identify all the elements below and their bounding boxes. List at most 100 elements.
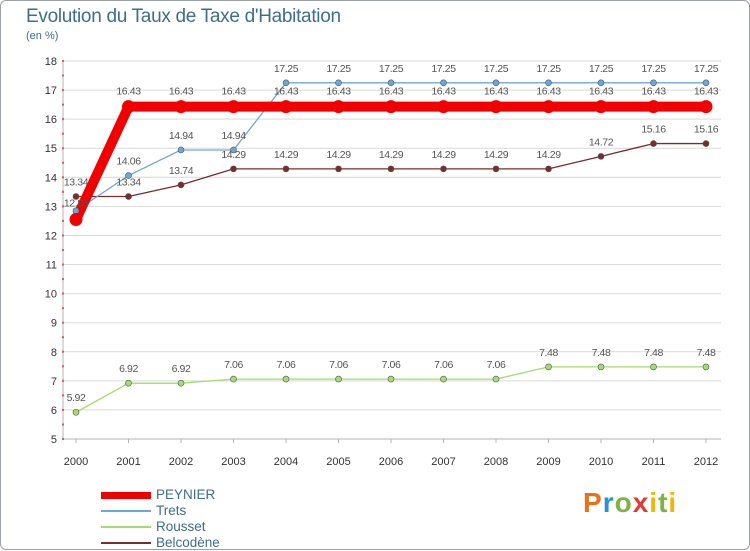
data-label: 6.92 — [172, 363, 191, 375]
data-label: 7.06 — [434, 359, 453, 371]
data-point — [177, 379, 185, 387]
legend-label: Rousset — [156, 519, 206, 534]
data-label: 17.25 — [641, 63, 666, 75]
data-label: 17.25 — [326, 63, 351, 75]
data-point — [282, 165, 290, 173]
data-point — [647, 100, 660, 114]
data-label: 16.43 — [536, 86, 561, 98]
y-axis-tick — [62, 74, 64, 77]
data-label: 7.06 — [382, 359, 401, 371]
data-label: 7.06 — [224, 359, 243, 371]
data-label: 14.29 — [274, 149, 299, 161]
grid-lines — [63, 60, 721, 440]
data-label: 13.74 — [169, 165, 194, 177]
data-point — [440, 375, 447, 383]
x-tick-label: 2012 — [694, 456, 718, 468]
data-label: 7.48 — [697, 347, 716, 359]
data-point — [489, 100, 503, 114]
data-label: 13.34 — [116, 176, 141, 188]
data-label: 17.25 — [431, 63, 456, 75]
series-line-rousset — [75, 366, 706, 413]
x-tick-label: 2006 — [379, 456, 403, 468]
data-point — [492, 375, 500, 383]
data-point — [650, 79, 657, 87]
x-tick-label: 2009 — [536, 456, 560, 468]
y-tick-label: 15 — [45, 143, 57, 155]
y-axis-tick — [62, 278, 64, 281]
x-tick-labels: 2000 2001 2002 2003 2004 2005 2006 2007 2008 2009… — [64, 456, 718, 468]
data-point — [492, 165, 500, 173]
data-label: 17.25 — [484, 63, 509, 75]
y-axis-tick — [62, 60, 64, 62]
data-label: 14.94 — [221, 130, 246, 142]
legend-label: PEYNIER — [156, 487, 216, 502]
brand-letter: t — [658, 487, 669, 518]
data-point — [387, 165, 395, 173]
data-label: 16.43 — [641, 86, 666, 98]
data-point — [230, 146, 237, 154]
brand-letter: i — [649, 487, 659, 518]
data-label: 13.34 — [64, 176, 89, 188]
brand-letter: o — [614, 487, 633, 518]
data-label: 14.94 — [169, 130, 194, 142]
data-point — [387, 375, 395, 383]
y-axis-tick — [62, 365, 64, 368]
data-point — [125, 193, 132, 200]
data-label: 17.25 — [274, 63, 299, 75]
y-tick-label: 11 — [46, 260, 57, 272]
data-label: 15.16 — [641, 124, 666, 136]
data-point — [545, 363, 552, 371]
y-axis-tick — [62, 408, 64, 411]
data-label: 17.25 — [379, 63, 404, 75]
y-tick-label: 6 — [51, 405, 57, 417]
brand-letter: P — [583, 487, 603, 518]
y-axis-tick — [62, 234, 64, 237]
data-point — [69, 212, 83, 226]
y-tick-label: 16 — [45, 114, 57, 126]
data-label: 14.29 — [221, 149, 246, 161]
data-label: 16.43 — [221, 86, 246, 98]
data-point — [440, 165, 447, 173]
data-point — [335, 375, 342, 383]
y-axis-tick — [62, 219, 64, 222]
brand-logo: Proxiti — [583, 487, 677, 519]
data-label: 14.29 — [536, 149, 561, 161]
y-axis-tick — [62, 321, 64, 324]
data-point — [594, 100, 608, 114]
data-point — [650, 140, 657, 147]
y-tick-labels: 5 6 7 8 9 10 11 12 13 14 15 16 17 18 — [45, 56, 57, 446]
brand-letter: r — [602, 487, 615, 518]
data-point — [702, 363, 710, 371]
x-tick-label: 2008 — [484, 456, 508, 468]
data-label: 16.43 — [589, 86, 614, 98]
data-label: 15.16 — [694, 124, 719, 136]
data-point — [597, 79, 605, 87]
data-label: 16.43 — [484, 86, 509, 98]
y-axis-tick — [62, 394, 64, 397]
data-point — [335, 79, 342, 87]
brand-letter: x — [632, 487, 650, 518]
chart-title: Evolution du Taux de Taxe d'Habitation — [26, 6, 341, 27]
data-point — [702, 79, 710, 87]
data-label: 7.06 — [329, 359, 348, 371]
legend-label: Trets — [156, 503, 187, 518]
data-label: 16.43 — [431, 86, 456, 98]
data-point — [545, 79, 552, 87]
y-axis-tick — [62, 263, 64, 266]
data-point — [440, 79, 447, 87]
data-point — [545, 165, 552, 173]
series-points — [69, 79, 713, 416]
y-axis-tick — [62, 292, 64, 295]
y-tick-label: 8 — [51, 347, 57, 359]
data-point — [387, 79, 395, 87]
data-label: 17.25 — [536, 63, 561, 75]
x-tick-label: 2010 — [589, 456, 613, 468]
data-label: 16.43 — [694, 86, 719, 98]
axes — [62, 60, 721, 443]
y-axis-tick — [62, 161, 64, 164]
y-tick-label: 12 — [45, 230, 57, 242]
data-point — [384, 100, 398, 114]
y-axis-tick — [62, 423, 64, 426]
y-axis-tick — [62, 379, 64, 382]
